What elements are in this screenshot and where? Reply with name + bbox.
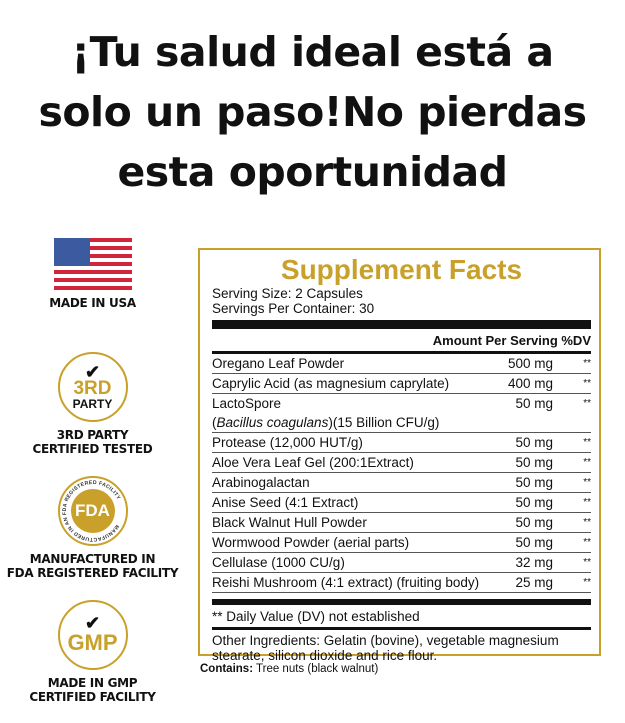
ingredient-dv: ** — [583, 437, 591, 448]
ingredient-amount: 50 mg — [515, 455, 553, 470]
ingredient-row: Anise Seed (4:1 Extract) 50 mg ** — [212, 493, 591, 513]
ingredient-name: Aloe Vera Leaf Gel (200:1Extract) — [212, 455, 414, 470]
ingredient-subtitle: (Bacillus coagulans)(15 Billion CFU/g) — [212, 415, 440, 430]
gmp-badge: ✔ GMP MADE IN GMP CERTIFIED FACILITY — [0, 600, 185, 704]
ingredient-amount: 50 mg — [515, 515, 553, 530]
ingredient-dv: ** — [583, 557, 591, 568]
column-header: Amount Per Serving %DV — [432, 333, 591, 348]
facts-title: Supplement Facts — [280, 254, 523, 285]
ingredient-row: LactoSpore 50 mg ** (Bacillus coagulans)(15… — [212, 394, 591, 433]
fda-seal-icon: MANUFACTURED IN AN FDA REGISTERED FACILI… — [57, 476, 128, 546]
ingredient-row: Black Walnut Hull Powder 50 mg ** — [212, 513, 591, 533]
checkmark-icon: ✔ — [84, 613, 101, 633]
ingredient-dv: ** — [583, 477, 591, 488]
ingredient-amount: 50 mg — [515, 396, 553, 411]
badge-label: CERTIFIED FACILITY — [29, 690, 156, 704]
ingredient-amount: 25 mg — [515, 575, 553, 590]
badge-label: CERTIFIED TESTED — [32, 442, 153, 456]
ingredient-row: Arabinogalactan 50 mg ** — [212, 473, 591, 493]
badge-label: MANUFACTURED IN — [29, 552, 156, 566]
strain-count: (15 Billion CFU/g) — [332, 415, 440, 430]
ingredient-dv: ** — [583, 378, 591, 389]
ingredient-row: Cellulase (1000 CU/g) 32 mg ** — [212, 553, 591, 573]
seal-text: FDA — [70, 489, 115, 533]
ingredient-dv: ** — [583, 577, 591, 588]
badge-label: MADE IN USA — [49, 296, 136, 310]
ingredient-row: Wormwood Powder (aerial parts) 50 mg ** — [212, 533, 591, 553]
ingredient-amount: 400 mg — [507, 376, 553, 391]
badge-label: MADE IN GMP — [47, 676, 138, 690]
seal-text: GMP — [67, 630, 118, 655]
ingredient-name: Cellulase (1000 CU/g) — [212, 555, 345, 570]
ingredient-row: Caprylic Acid (as magnesium caprylate) 40… — [212, 374, 591, 394]
ingredient-dv: ** — [583, 517, 591, 528]
ingredient-dv: ** — [583, 497, 591, 508]
divider — [212, 627, 591, 630]
ingredient-name: Caprylic Acid (as magnesium caprylate) — [212, 376, 450, 391]
ingredient-amount: 32 mg — [515, 555, 553, 570]
species-name: Bacillus coagulans — [216, 415, 329, 430]
ingredient-name: Arabinogalactan — [212, 475, 310, 490]
ingredient-row: Protease (12,000 HUT/g) 50 mg ** — [212, 433, 591, 453]
ingredient-dv: ** — [583, 457, 591, 468]
serving-size: Serving Size: 2 Capsules — [212, 286, 363, 301]
3rd-party-seal-icon: ✔ 3RD PARTY — [57, 352, 128, 422]
ingredient-amount: 500 mg — [507, 356, 553, 371]
ingredient-row: Oregano Leaf Powder 500 mg ** — [212, 354, 591, 374]
us-flag-icon — [53, 238, 132, 290]
ingredient-name: Protease (12,000 HUT/g) — [212, 435, 363, 450]
headline: ¡Tu salud ideal está a solo un paso!No p… — [0, 22, 625, 202]
ingredient-dv: ** — [583, 358, 591, 369]
contains-note: Contains: Tree nuts (black walnut) — [200, 663, 378, 675]
divider — [212, 599, 591, 605]
ingredient-amount: 50 mg — [515, 535, 553, 550]
ingredient-name: Wormwood Powder (aerial parts) — [212, 535, 410, 550]
3rd-party-badge: ✔ 3RD PARTY 3RD PARTY CERTIFIED TESTED — [0, 352, 185, 456]
servings-per-container: Servings Per Container: 30 — [212, 301, 375, 316]
divider — [212, 351, 591, 354]
ingredient-name: Anise Seed (4:1 Extract) — [212, 495, 359, 510]
contains-label: Contains: — [200, 663, 254, 675]
checkmark-icon: ✔ — [84, 362, 101, 382]
supplement-facts-panel: Supplement Facts Serving Size: 2 Capsule… — [198, 248, 601, 663]
contains-text: Tree nuts (black walnut) — [253, 663, 379, 675]
dv-note: ** Daily Value (DV) not established — [212, 609, 420, 624]
ingredient-name: LactoSpore — [212, 396, 282, 411]
divider — [212, 320, 591, 329]
ingredient-row: Reishi Mushroom (4:1 extract) (fruiting … — [212, 573, 591, 593]
ingredient-amount: 50 mg — [515, 435, 553, 450]
made-in-usa-badge: MADE IN USA — [0, 238, 185, 310]
seal-text: 3RD — [73, 378, 112, 399]
ingredient-name: Black Walnut Hull Powder — [212, 515, 367, 530]
headline-line: solo un paso!No pierdas — [38, 88, 587, 136]
headline-line: ¡Tu salud ideal está a — [71, 28, 554, 76]
ingredient-dv: ** — [583, 398, 591, 409]
ingredient-name: Oregano Leaf Powder — [212, 356, 345, 371]
fda-badge: MANUFACTURED IN AN FDA REGISTERED FACILI… — [0, 476, 185, 580]
headline-line: esta oportunidad — [117, 148, 508, 196]
gmp-seal-icon: ✔ GMP — [57, 600, 128, 670]
ingredient-dv: ** — [583, 537, 591, 548]
badge-label: FDA REGISTERED FACILITY — [6, 566, 179, 580]
ingredient-amount: 50 mg — [515, 475, 553, 490]
badge-label: 3RD PARTY — [56, 428, 129, 442]
seal-text: PARTY — [72, 397, 113, 411]
ingredient-amount: 50 mg — [515, 495, 553, 510]
ingredient-row: Aloe Vera Leaf Gel (200:1Extract) 50 mg ** — [212, 453, 591, 473]
other-ingredients: Other Ingredients: Gelatin (bovine), veg… — [212, 633, 559, 663]
ingredient-list: Oregano Leaf Powder 500 mg ** Caprylic Acid… — [212, 354, 591, 593]
ingredient-name: Reishi Mushroom (4:1 extract) (fruiting … — [212, 575, 480, 590]
